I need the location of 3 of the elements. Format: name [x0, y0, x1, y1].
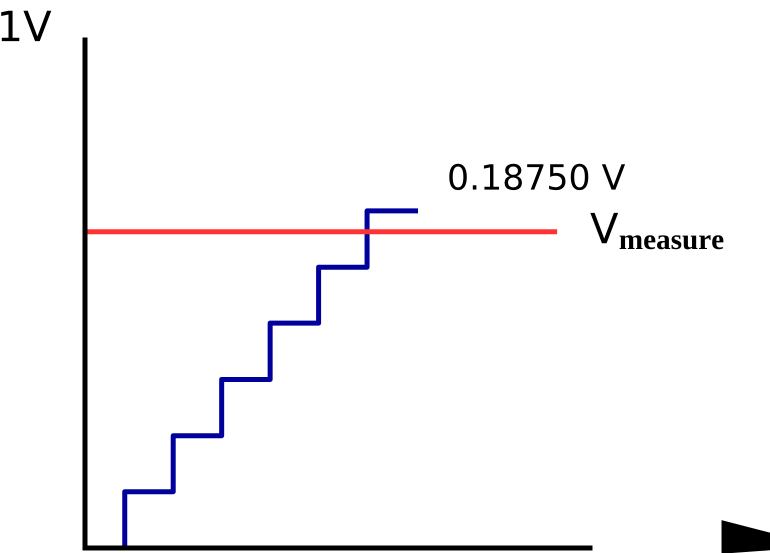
ref-line-label: V$_{measure}$ — [590, 212, 724, 250]
text: 0.18750 V — [449, 164, 626, 190]
y-axis-title: 1V — [1, 10, 52, 42]
